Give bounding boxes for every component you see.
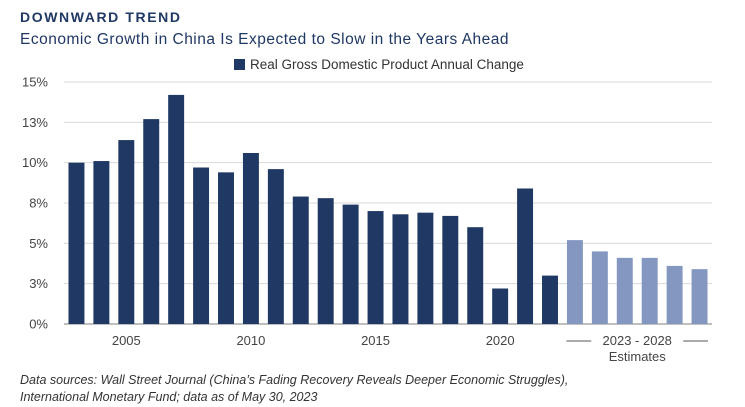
y-tick-label: 8% — [29, 196, 48, 211]
y-tick-label: 13% — [22, 115, 48, 130]
source-note: Data sources: Wall Street Journal (China… — [20, 372, 568, 406]
bar — [267, 169, 284, 324]
bar — [616, 257, 633, 324]
bar — [367, 211, 384, 324]
x-tick-label: 2015 — [361, 333, 390, 348]
bar — [218, 172, 234, 324]
chart-kicker: DOWNWARD TREND — [20, 9, 182, 25]
x-tick-label: 2010 — [236, 333, 265, 348]
bar — [566, 240, 583, 324]
bar — [317, 198, 334, 324]
bar — [666, 265, 683, 324]
x-tick-label: 2020 — [486, 333, 515, 348]
legend-label: Real Gross Domestic Product Annual Chang… — [250, 57, 524, 72]
chart-title: Economic Growth in China Is Expected to … — [20, 31, 510, 48]
bar — [467, 227, 484, 324]
bar — [417, 212, 434, 324]
bar — [342, 204, 359, 324]
bar — [292, 196, 309, 324]
bar — [93, 161, 110, 324]
bar — [143, 119, 160, 325]
bar — [442, 215, 459, 324]
x-tick-label: 2005 — [112, 333, 141, 348]
y-tick-label: 5% — [29, 236, 48, 251]
y-tick-label: 0% — [29, 317, 48, 332]
source-line-2: International Monetary Fund; data as of … — [20, 390, 318, 404]
bar — [168, 94, 185, 324]
bar — [118, 140, 135, 324]
bar — [641, 257, 658, 324]
y-tick-label: 3% — [29, 276, 48, 291]
bar — [591, 251, 608, 324]
source-line-1: Data sources: Wall Street Journal (China… — [20, 373, 569, 387]
y-tick-label: 10% — [22, 155, 48, 170]
bar — [691, 269, 708, 324]
bar — [242, 152, 259, 324]
estimate-range-label: 2023 - 2028 — [603, 333, 672, 348]
bar — [517, 188, 534, 324]
bar — [193, 167, 210, 324]
bar — [68, 162, 85, 324]
bar — [392, 214, 409, 324]
estimate-caption: Estimates — [609, 349, 667, 364]
bar — [542, 275, 558, 324]
legend-swatch — [234, 59, 245, 70]
bar — [492, 288, 509, 324]
y-tick-label: 15% — [22, 75, 48, 90]
